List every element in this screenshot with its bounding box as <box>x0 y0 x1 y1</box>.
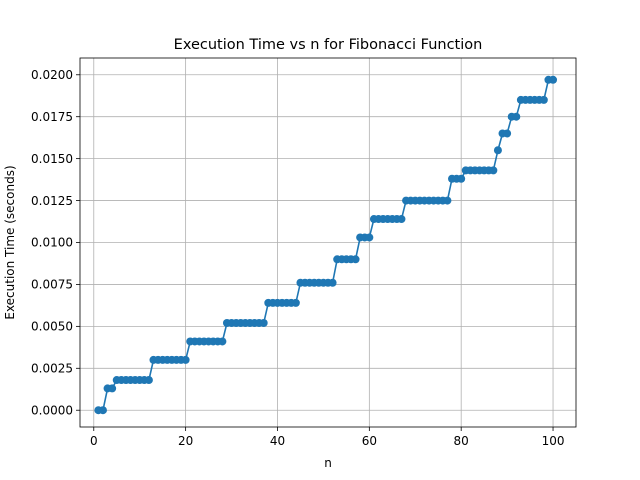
y-tick-label: 0.0125 <box>31 194 73 208</box>
data-point <box>98 406 107 415</box>
x-tick-label: 60 <box>362 434 377 448</box>
data-point <box>365 233 374 242</box>
grid <box>80 58 576 427</box>
y-tick-label: 0.0075 <box>31 278 73 292</box>
x-tick-label: 20 <box>178 434 193 448</box>
y-tick-label: 0.0050 <box>31 320 73 334</box>
x-tick-label: 40 <box>270 434 285 448</box>
y-tick-label: 0.0025 <box>31 361 73 375</box>
data-point <box>144 376 153 385</box>
x-tick-label: 100 <box>542 434 565 448</box>
data-point <box>549 75 558 84</box>
data-point <box>291 298 300 307</box>
data-point <box>397 215 406 224</box>
y-axis-ticks: 0.0000 0.0025 0.0050 0.0075 0.0100 0.0125 0.01… <box>31 68 80 417</box>
y-tick-label: 0.0100 <box>31 236 73 250</box>
data-point <box>351 255 360 264</box>
data-point <box>218 337 227 346</box>
y-tick-label: 0.0200 <box>31 68 73 82</box>
x-axis-ticks: 0 20 40 60 80 100 <box>90 427 565 448</box>
data-point <box>512 112 521 121</box>
y-tick-label: 0.0150 <box>31 152 73 166</box>
data-point <box>539 95 548 104</box>
data-point <box>503 129 512 138</box>
data-point <box>489 166 498 175</box>
series-points <box>94 75 558 415</box>
data-point <box>457 174 466 183</box>
y-axis-label: Execution Time (seconds) <box>3 165 17 319</box>
x-tick-label: 80 <box>454 434 469 448</box>
data-point <box>259 319 268 328</box>
x-tick-label: 0 <box>90 434 98 448</box>
data-point <box>328 278 337 287</box>
data-point <box>443 196 452 205</box>
x-axis-label: n <box>324 456 332 470</box>
y-tick-label: 0.0000 <box>31 403 73 417</box>
data-point <box>108 384 117 393</box>
data-point <box>493 146 502 155</box>
plot-frame <box>79 57 577 428</box>
data-point <box>181 355 190 364</box>
chart-title: Execution Time vs n for Fibonacci Functi… <box>174 37 483 53</box>
y-tick-label: 0.0175 <box>31 110 73 124</box>
